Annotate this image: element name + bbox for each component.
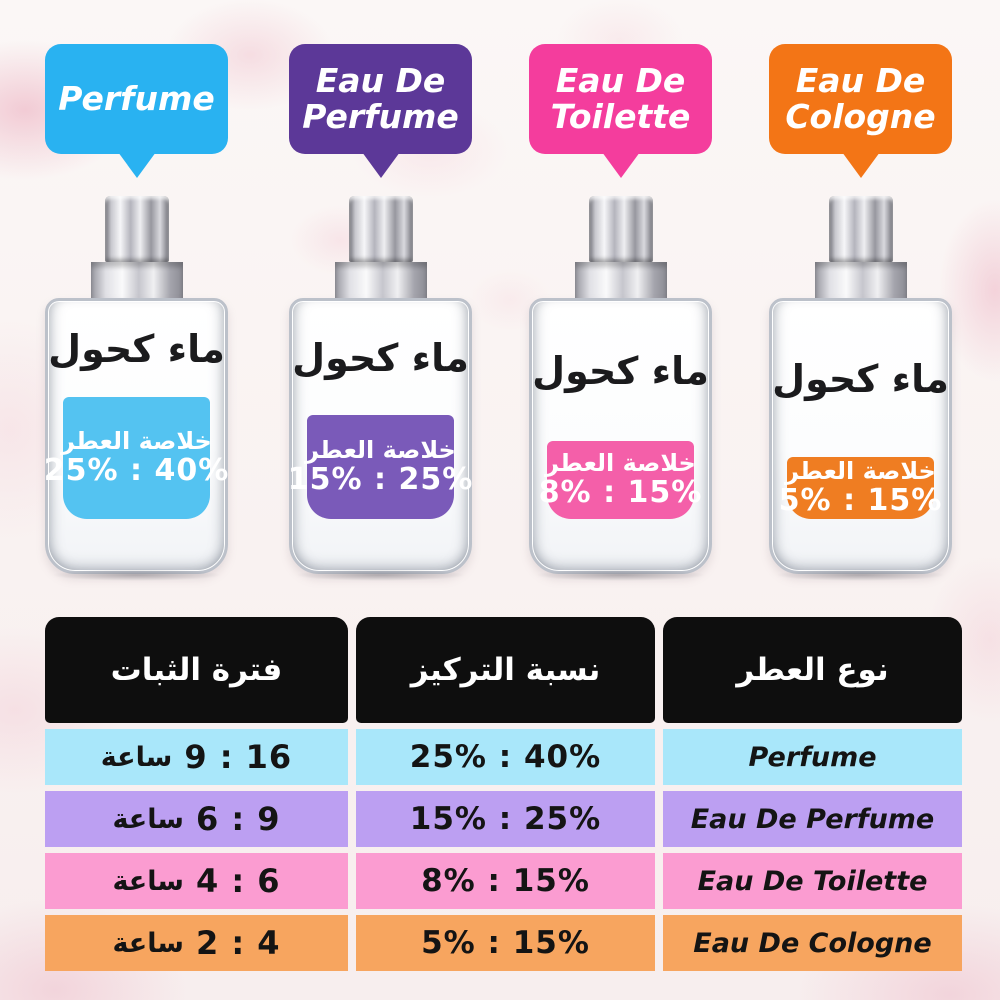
bottle-body: ماء كحول خلاصة العطر 25% : 40% <box>44 298 228 574</box>
type-cell: Perfume <box>663 729 962 785</box>
bottle-cap <box>828 196 893 262</box>
concentration-value: 15% : 25% <box>287 461 474 497</box>
essence-label: خلاصة العطر <box>785 456 936 485</box>
concentration-cell: 25% : 40% <box>356 729 655 785</box>
bottle-cap <box>588 196 653 262</box>
concentration-cell: 5% : 15% <box>356 915 655 971</box>
alcohol-label: ماء كحول <box>772 357 949 401</box>
header-type: نوع العطر <box>663 617 962 723</box>
bottle-liquid: خلاصة العطر 8% : 15% <box>539 441 701 519</box>
concentration-value: 5% : 15% <box>778 482 943 518</box>
product-column-perfume: Perfume ماء كحول خلاصة العطر 25% : 40% <box>44 44 228 589</box>
speech-bubble-eau-de-perfume: Eau De Perfume <box>289 44 472 154</box>
concentration-cell: 8% : 15% <box>356 853 655 909</box>
header-concentration: نسبة التركيز <box>356 617 655 723</box>
bottle-liquid: خلاصة العطر 15% : 25% <box>288 415 472 519</box>
essence-label: خلاصة العطر <box>545 448 696 477</box>
hour-word: ساعة <box>112 927 184 959</box>
bottle-liquid: خلاصة العطر 5% : 15% <box>779 456 941 519</box>
bottle-body: ماء كحول خلاصة العطر 15% : 25% <box>288 298 472 574</box>
duration-value: 4 : 6 <box>195 862 281 900</box>
bottle-empty-space: ماء كحول <box>772 301 949 457</box>
type-cell: Eau De Toilette <box>663 853 962 909</box>
duration-value: 2 : 4 <box>195 924 281 962</box>
essence-label: خلاصة العطر <box>305 435 456 464</box>
concentration-value: 8% : 15% <box>538 474 703 510</box>
type-cell: Eau De Cologne <box>663 915 962 971</box>
perfume-bottle: ماء كحول خلاصة العطر 8% : 15% <box>529 196 712 581</box>
product-column-eau-de-cologne: Eau De Cologne ماء كحول خلاصة العطر 5% :… <box>769 44 952 589</box>
perfume-bottle: ماء كحول خلاصة العطر 25% : 40% <box>44 196 228 581</box>
hour-word: ساعة <box>112 865 184 897</box>
duration-cell: ساعة 4 : 6 <box>45 853 348 909</box>
concentration-value: 25% : 40% <box>43 452 230 488</box>
alcohol-label: ماء كحول <box>48 327 225 371</box>
bottle-neck <box>334 262 427 298</box>
product-column-eau-de-toilette: Eau De Toilette ماء كحول خلاصة العطر 8% … <box>529 44 712 589</box>
bottle-neck <box>574 262 667 298</box>
hour-word: ساعة <box>112 803 184 835</box>
alcohol-label: ماء كحول <box>532 349 709 393</box>
bottle-liquid: خلاصة العطر 25% : 40% <box>44 397 228 519</box>
speech-bubble-eau-de-toilette: Eau De Toilette <box>529 44 712 154</box>
product-column-eau-de-perfume: Eau De Perfume ماء كحول خلاصة العطر 15% … <box>288 44 472 589</box>
concentration-cell: 15% : 25% <box>356 791 655 847</box>
bottle-empty-space: ماء كحول <box>292 301 469 415</box>
perfume-bottle: ماء كحول خلاصة العطر 15% : 25% <box>288 196 472 581</box>
bottle-empty-space: ماء كحول <box>532 301 709 441</box>
bottle-empty-space: ماء كحول <box>48 301 225 397</box>
speech-bubble-perfume: Perfume <box>45 44 228 154</box>
bottle-cap <box>348 196 413 262</box>
bottle-cap <box>104 196 169 262</box>
header-duration: فترة الثبات <box>45 617 348 723</box>
essence-label: خلاصة العطر <box>61 426 212 455</box>
bottle-body: ماء كحول خلاصة العطر 8% : 15% <box>529 298 712 574</box>
duration-cell: ساعة 9 : 16 <box>45 729 348 785</box>
bottle-body: ماء كحول خلاصة العطر 5% : 15% <box>769 298 952 574</box>
alcohol-label: ماء كحول <box>292 336 469 380</box>
bottle-neck <box>90 262 183 298</box>
duration-value: 9 : 16 <box>184 738 293 776</box>
type-cell: Eau De Perfume <box>663 791 962 847</box>
hour-word: ساعة <box>100 741 173 773</box>
comparison-table: فترة الثبات نسبة التركيز نوع العطر ساعة … <box>45 617 962 971</box>
speech-bubble-eau-de-cologne: Eau De Cologne <box>769 44 952 154</box>
bottle-neck <box>814 262 907 298</box>
duration-value: 6 : 9 <box>195 800 281 838</box>
duration-cell: ساعة 6 : 9 <box>45 791 348 847</box>
perfume-bottle: ماء كحول خلاصة العطر 5% : 15% <box>769 196 952 581</box>
duration-cell: ساعة 2 : 4 <box>45 915 348 971</box>
